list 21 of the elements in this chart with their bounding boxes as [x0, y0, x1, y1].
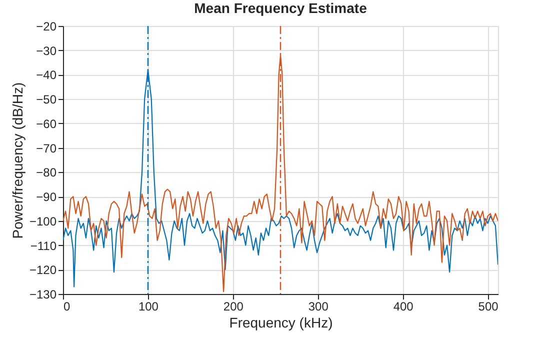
x-tick-label: 100 — [138, 300, 159, 314]
y-tick-label: −20 — [36, 20, 57, 34]
chart-title: Mean Frequency Estimate — [194, 0, 368, 16]
y-tick-label: −110 — [30, 238, 57, 253]
y-tick-label: −100 — [29, 214, 57, 228]
y-tick-label: −80 — [36, 166, 57, 180]
y-tick-label: −30 — [36, 44, 57, 58]
y-tick-label: −130 — [29, 288, 57, 302]
y-tick-label: −40 — [36, 68, 57, 82]
y-tick-label: −60 — [36, 116, 57, 131]
y-tick-label: −120 — [29, 263, 57, 278]
x-tick-label: 300 — [308, 300, 329, 314]
x-tick-label: 200 — [223, 300, 244, 314]
x-tick-label: 500 — [478, 300, 499, 314]
x-tick-label: 400 — [393, 300, 414, 314]
x-tick-label: 0 — [64, 300, 70, 314]
x-axis-title: Frequency (kHz) — [229, 314, 333, 330]
y-axis-title: Power/frequency (dB/Hz) — [9, 82, 26, 239]
y-tick-label: −50 — [36, 92, 57, 107]
y-tick-label: −70 — [36, 141, 57, 156]
y-tick-label: −90 — [36, 190, 57, 204]
